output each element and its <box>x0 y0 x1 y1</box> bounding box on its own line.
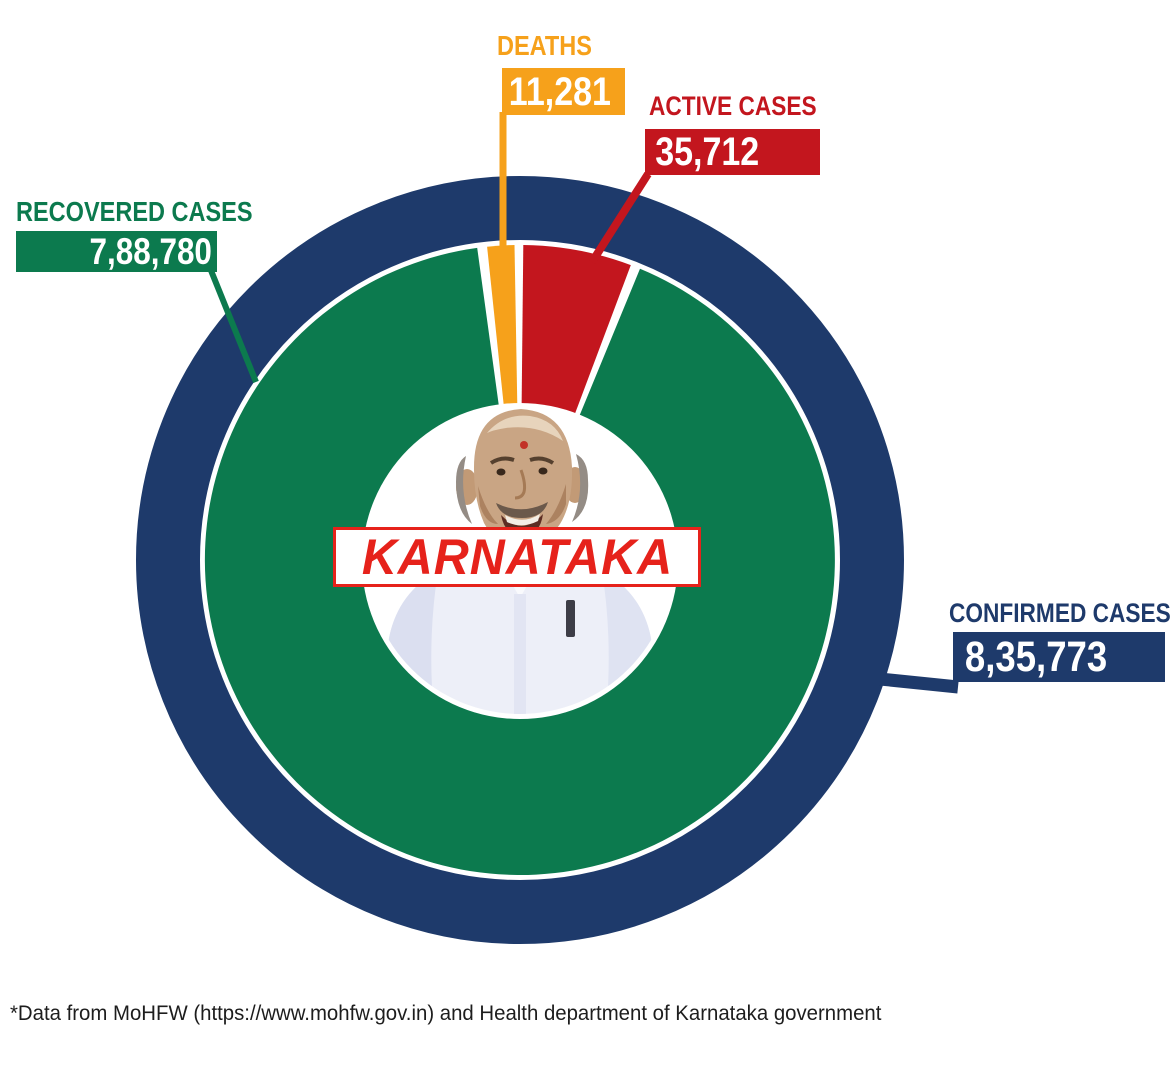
callout-deaths: DEATHS 11,281 <box>497 30 625 115</box>
data-source-footnote: *Data from MoHFW (https://www.mohfw.gov.… <box>10 1002 882 1025</box>
active-cases-value: 35,712 <box>655 130 760 174</box>
deaths-label: DEATHS <box>497 30 592 61</box>
recovered-cases-connector-line <box>207 266 259 384</box>
callout-active-cases: ACTIVE CASES 35,712 <box>645 91 849 175</box>
recovered-cases-label: RECOVERED CASES <box>16 196 253 227</box>
confirmed-cases-label: CONFIRMED CASES <box>949 598 1171 628</box>
active-cases-connector-line <box>588 171 652 265</box>
deaths-value-box: 11,281 <box>502 68 625 115</box>
deaths-value: 11,281 <box>508 69 611 114</box>
confirmed-cases-connector-line <box>879 672 959 694</box>
active-cases-label: ACTIVE CASES <box>649 91 817 121</box>
confirmed-cases-value-box: 8,35,773 <box>953 632 1165 682</box>
confirmed-cases-ring <box>136 176 904 944</box>
active-cases-value-box: 35,712 <box>645 129 820 175</box>
state-name-text: KARNATAKA <box>361 529 673 585</box>
confirmed-cases-value: 8,35,773 <box>964 632 1108 681</box>
callout-recovered-cases: RECOVERED CASES 7,88,780 <box>16 196 298 272</box>
recovered-cases-value: 7,88,780 <box>89 231 212 272</box>
recovered-cases-value-box: 7,88,780 <box>16 231 217 272</box>
callout-confirmed-cases: CONFIRMED CASES 8,35,773 <box>949 598 1172 682</box>
state-name-banner: KARNATAKA <box>333 527 701 587</box>
